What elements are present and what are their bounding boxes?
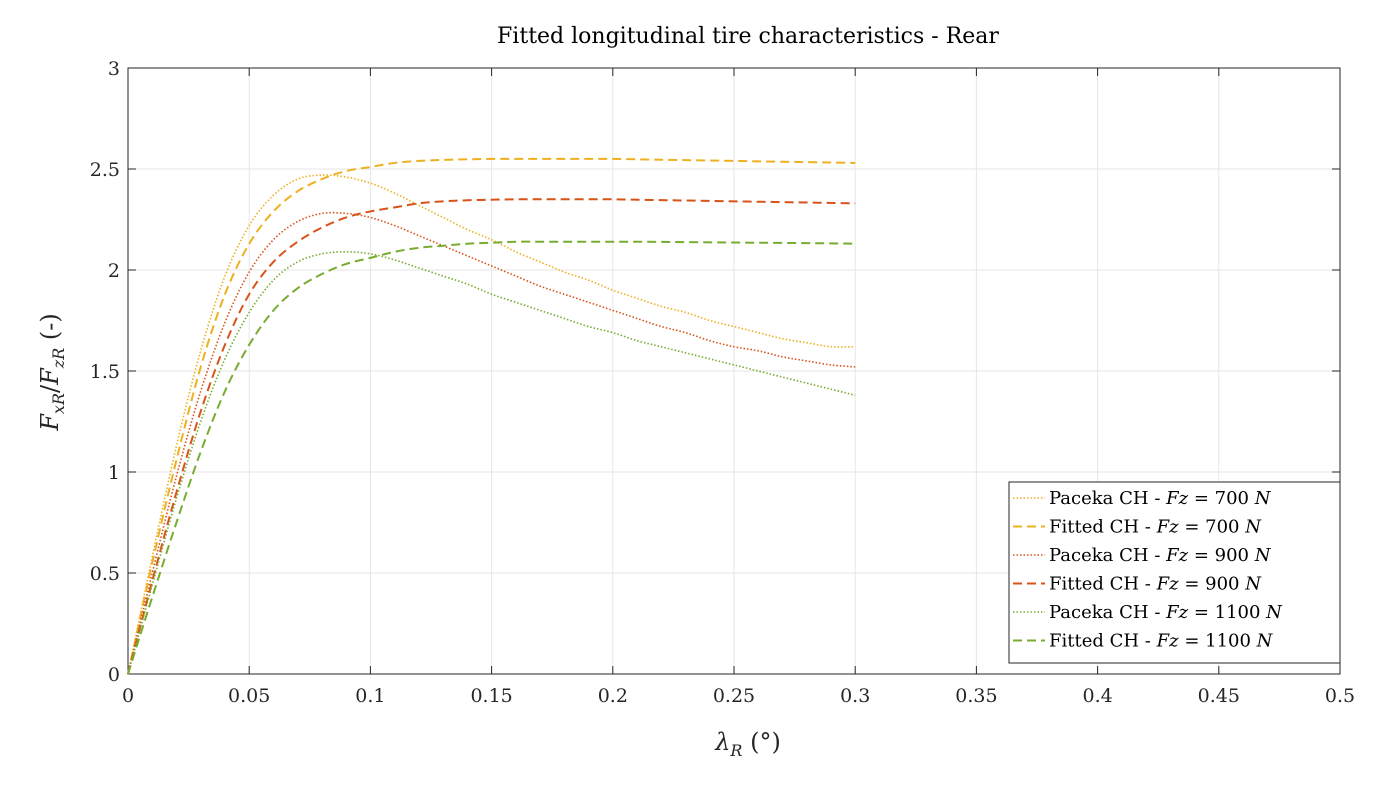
- x-tick-label: 0.2: [598, 685, 628, 707]
- legend-label: Fitted CH - Fz = 700 N: [1049, 517, 1262, 538]
- x-tick-label: 0: [122, 685, 134, 707]
- x-tick-label: 0.35: [955, 685, 997, 707]
- legend-item: Fitted CH - Fz = 700 N: [1013, 517, 1262, 538]
- x-tick-label: 0.25: [713, 685, 755, 707]
- legend-label: Paceka CH - Fz = 700 N: [1049, 488, 1272, 509]
- series-line-2: [127, 157, 856, 675]
- x-tick-label: 0.4: [1082, 685, 1112, 707]
- y-tick-label: 1: [108, 462, 120, 484]
- legend-item: Paceka CH - Fz = 1100 N: [1013, 602, 1283, 623]
- y-tick-label: 0: [108, 664, 120, 686]
- y-tick-label: 0.5: [90, 563, 120, 585]
- plot-area: 0 0.05 0.1 0.15 0.2 0.25 0.3 0.35 0.4 0.45 0.5 0 0.5…: [90, 58, 1355, 707]
- series-line-6: [127, 240, 856, 675]
- series-line-4: [127, 198, 856, 675]
- legend-item: Fitted CH - Fz = 1100 N: [1013, 631, 1274, 652]
- x-tick-label: 0.1: [355, 685, 385, 707]
- x-tick-label: 0.15: [470, 685, 512, 707]
- y-axis-label: FxR/FzR (-): [36, 313, 68, 431]
- legend: Paceka CH - Fz = 700 N Fitted CH - Fz = 7…: [1008, 481, 1341, 664]
- series-line-3: [127, 211, 856, 675]
- series-layer: [127, 157, 856, 675]
- series-line-1: [127, 174, 856, 675]
- legend-label: Fitted CH - Fz = 1100 N: [1049, 631, 1274, 652]
- y-tick-label: 3: [108, 58, 120, 80]
- legend-item: Paceka CH - Fz = 700 N: [1013, 488, 1272, 509]
- x-tick-label: 0.3: [840, 685, 870, 707]
- x-tick-label: 0.45: [1198, 685, 1240, 707]
- legend-label: Fitted CH - Fz = 900 N: [1049, 574, 1262, 595]
- y-tick-label: 2: [108, 260, 120, 282]
- ticks: 0 0.05 0.1 0.15 0.2 0.25 0.3 0.35 0.4 0.45 0.5 0 0.5…: [90, 58, 1355, 707]
- series-line-5: [127, 251, 856, 675]
- legend-label: Paceka CH - Fz = 900 N: [1049, 545, 1272, 566]
- legend-box: [1008, 481, 1341, 664]
- legend-item: Fitted CH - Fz = 900 N: [1013, 574, 1262, 595]
- y-tick-label: 2.5: [90, 159, 120, 181]
- x-tick-label: 0.05: [228, 685, 270, 707]
- x-axis-label: λR (°): [714, 728, 781, 760]
- legend-label: Paceka CH - Fz = 1100 N: [1049, 602, 1283, 623]
- y-tick-label: 1.5: [90, 361, 120, 383]
- legend-item: Paceka CH - Fz = 900 N: [1013, 545, 1272, 566]
- chart-title: Fitted longitudinal tire characteristics…: [497, 24, 999, 49]
- x-tick-label: 0.5: [1325, 685, 1355, 707]
